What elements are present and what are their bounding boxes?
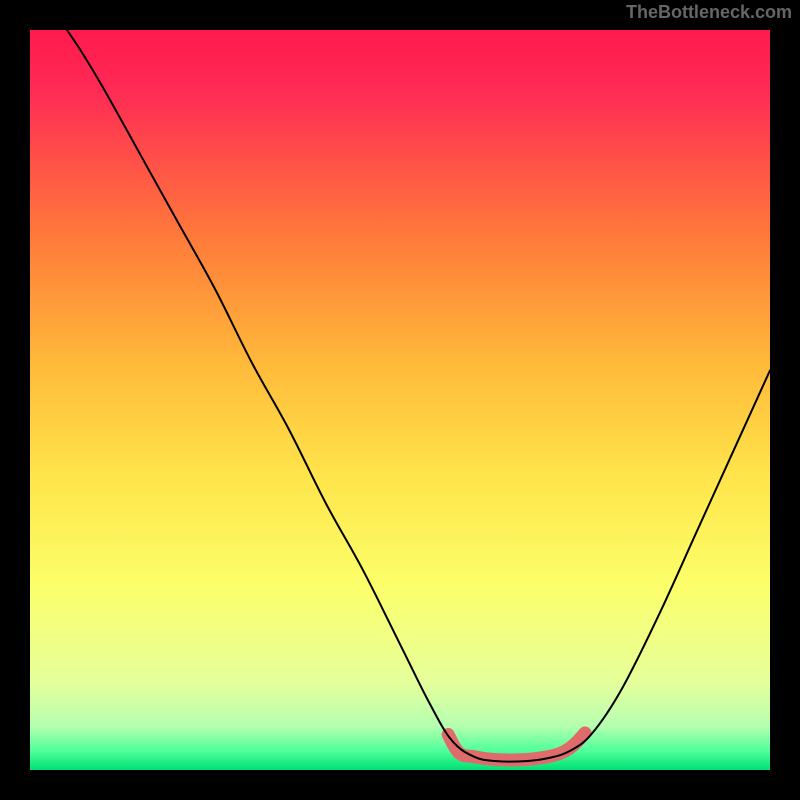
- watermark-label: TheBottleneck.com: [626, 2, 792, 23]
- plot-background: [30, 30, 770, 770]
- chart-container: TheBottleneck.com: [0, 0, 800, 800]
- bottleneck-curve-plot: [0, 0, 800, 800]
